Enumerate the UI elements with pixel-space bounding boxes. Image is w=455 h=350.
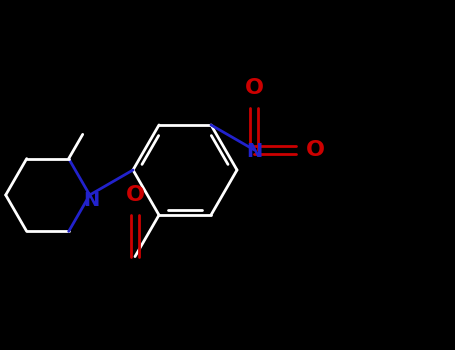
- Text: N: N: [84, 190, 100, 210]
- Text: O: O: [126, 184, 145, 205]
- Text: N: N: [246, 142, 263, 161]
- Text: O: O: [245, 78, 264, 98]
- Text: O: O: [306, 140, 325, 160]
